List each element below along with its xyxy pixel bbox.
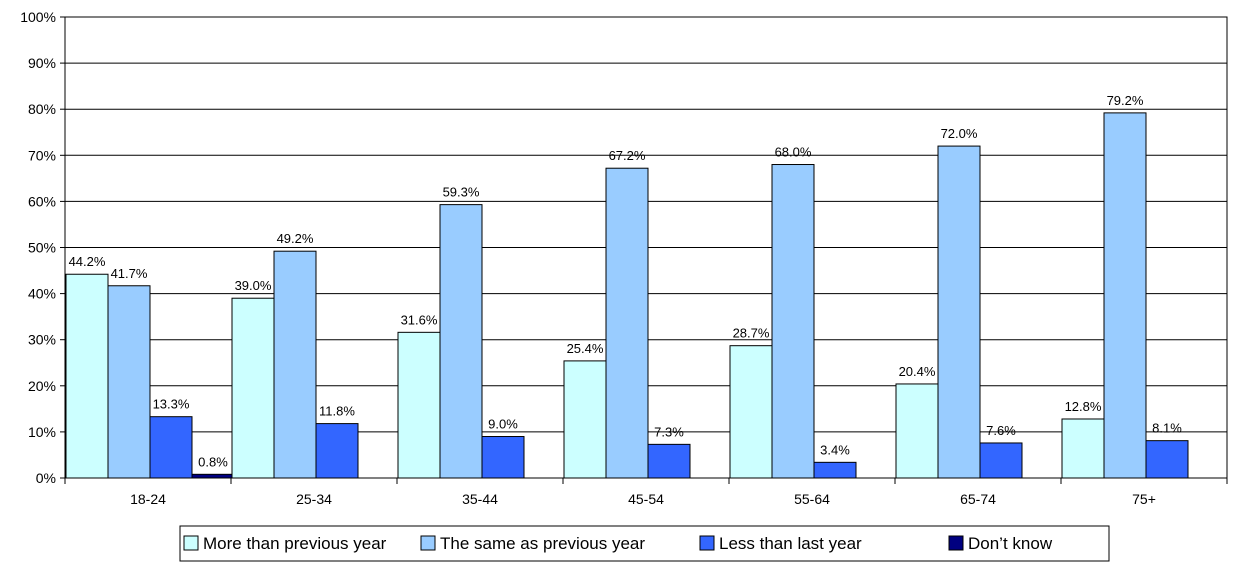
data-label: 28.7%	[733, 326, 770, 341]
y-tick-label: 20%	[28, 378, 56, 394]
legend-swatch	[699, 535, 715, 551]
data-label: 7.3%	[654, 424, 684, 439]
y-tick-label: 60%	[28, 193, 56, 209]
y-tick-label: 90%	[28, 55, 56, 71]
bar-75+-series-2	[1145, 440, 1189, 479]
bar-65-74-series-2	[979, 442, 1023, 479]
data-label: 67.2%	[609, 148, 646, 163]
bar-18-24-series-1	[107, 285, 151, 479]
bar-35-44-series-2	[481, 436, 525, 479]
legend-swatch	[948, 535, 964, 551]
bars	[65, 112, 1189, 479]
data-label: 41.7%	[111, 266, 148, 281]
y-tick-label: 70%	[28, 147, 56, 163]
data-label: 9.0%	[488, 417, 518, 432]
bar-18-24-series-3	[191, 473, 235, 479]
data-label: 3.4%	[820, 442, 850, 457]
x-axis-ticks: 18-24 25-34 35-44 45-54 55-64 65-74 75+	[130, 491, 1156, 507]
x-tick-label: 25-34	[296, 491, 332, 507]
data-label: 25.4%	[567, 341, 604, 356]
data-label: 72.0%	[941, 126, 978, 141]
legend-label: More than previous year	[203, 534, 387, 553]
bar-75+-series-0	[1061, 418, 1105, 479]
bar-75+-series-1	[1103, 112, 1147, 479]
data-labels: 44.2% 41.7% 13.3% 0.8% 39.0% 49.2% 11.8% 31.6% 5…	[69, 93, 1183, 469]
bar-45-54-series-0	[563, 360, 607, 479]
bar-55-64-series-2	[813, 461, 857, 479]
data-label: 8.1%	[1152, 421, 1182, 436]
y-tick-label: 50%	[28, 240, 56, 256]
bar-35-44-series-1	[439, 204, 483, 479]
x-tick-label: 18-24	[130, 491, 166, 507]
bar-18-24-series-2	[149, 416, 193, 479]
y-tick-label: 100%	[20, 9, 56, 25]
data-label: 49.2%	[277, 231, 314, 246]
x-tick-label: 35-44	[462, 491, 498, 507]
y-tick-label: 80%	[28, 101, 56, 117]
x-tick-label: 45-54	[628, 491, 664, 507]
legend: More than previous year The same as previ…	[179, 525, 1110, 562]
y-tick-label: 10%	[28, 424, 56, 440]
data-label: 59.3%	[443, 185, 480, 200]
axes	[60, 16, 1228, 484]
x-tick-label: 55-64	[794, 491, 830, 507]
bar-25-34-series-0	[231, 297, 275, 479]
legend-swatch	[183, 535, 199, 551]
data-label: 39.0%	[235, 278, 272, 293]
data-label: 79.2%	[1107, 93, 1144, 108]
legend-swatch	[420, 535, 436, 551]
data-label: 11.8%	[319, 404, 355, 419]
bar-65-74-series-1	[937, 145, 981, 479]
data-label: 20.4%	[899, 364, 936, 379]
bar-55-64-series-0	[729, 345, 773, 479]
y-axis-ticks: 0% 10% 20% 30% 40% 50% 60% 70% 80% 90% 100%	[20, 9, 56, 486]
bar-25-34-series-2	[315, 423, 359, 479]
data-label: 44.2%	[69, 254, 106, 269]
bar-55-64-series-1	[771, 164, 815, 479]
bar-18-24-series-0	[65, 273, 109, 479]
bar-25-34-series-1	[273, 250, 317, 479]
data-label: 31.6%	[401, 312, 438, 327]
y-tick-label: 40%	[28, 286, 56, 302]
legend-label: Don’t know	[968, 534, 1053, 553]
data-label: 68.0%	[775, 145, 812, 160]
data-label: 7.6%	[986, 423, 1016, 438]
bar-35-44-series-0	[397, 331, 441, 479]
legend-label: The same as previous year	[440, 534, 645, 553]
x-tick-label: 75+	[1132, 491, 1156, 507]
bar-45-54-series-2	[647, 443, 691, 479]
data-label: 0.8%	[198, 454, 228, 469]
data-label: 12.8%	[1065, 399, 1102, 414]
legend-label: Less than last year	[719, 534, 862, 553]
x-tick-label: 65-74	[960, 491, 996, 507]
y-tick-label: 0%	[36, 470, 56, 486]
bar-65-74-series-0	[895, 383, 939, 479]
data-label: 13.3%	[153, 397, 190, 412]
bar-45-54-series-1	[605, 167, 649, 479]
y-tick-label: 30%	[28, 332, 56, 348]
